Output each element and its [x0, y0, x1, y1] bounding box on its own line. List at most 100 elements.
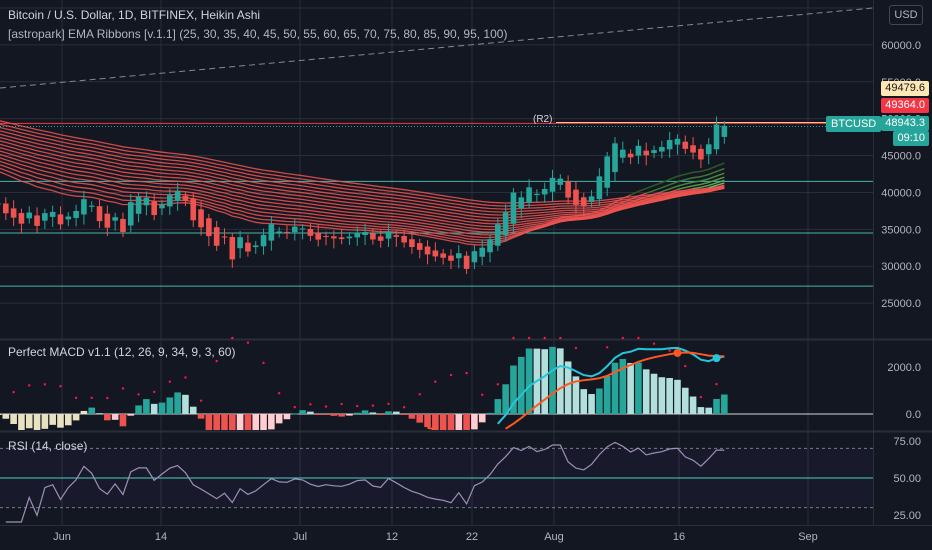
- pivot-r2-label: (R2): [533, 114, 553, 125]
- macd-histogram-bar: [338, 414, 345, 417]
- macd-dot: [527, 336, 531, 340]
- macd-dot: [309, 403, 312, 406]
- macd-dot: [559, 336, 562, 340]
- macd-dot: [137, 393, 140, 396]
- macd-histogram-bar: [213, 414, 220, 430]
- macd-histogram-bar: [463, 414, 470, 430]
- candle-body: [432, 250, 439, 257]
- candle-body: [370, 233, 376, 240]
- candle-body: [580, 197, 587, 207]
- macd-dot: [277, 391, 281, 395]
- candle-body: [377, 236, 384, 241]
- price-axis[interactable]: 60000.055000.050000.045000.040000.035000…: [881, 40, 921, 522]
- ema-line-bullish: [708, 182, 725, 189]
- price-tick-label: 25000.0: [881, 298, 921, 310]
- macd-histogram-bar: [260, 414, 267, 430]
- macd-dot: [90, 396, 93, 400]
- macd-histogram-bar: [150, 403, 158, 414]
- candle-body: [534, 193, 540, 196]
- candle-body: [354, 232, 361, 238]
- macd-histogram-bar: [697, 407, 705, 414]
- ema-line-bearish: [0, 130, 725, 213]
- candle-body: [495, 224, 501, 246]
- candle-body: [455, 253, 462, 259]
- macd-histogram-bar: [619, 359, 627, 414]
- macd-dot: [418, 393, 421, 396]
- candle-body: [643, 150, 650, 156]
- time-tick-label: 14: [155, 531, 167, 543]
- time-axis[interactable]: Jun 14 Jul 12 22 Aug 16 Sep: [53, 531, 818, 543]
- candle-body: [448, 255, 454, 261]
- macd-histogram-bar: [72, 414, 80, 421]
- candle-body: [565, 181, 571, 198]
- candle-body: [0, 203, 1, 205]
- macd-histogram-bar: [549, 346, 556, 414]
- candle-body: [291, 226, 298, 233]
- macd-dot: [12, 390, 15, 394]
- candle-body: [120, 218, 126, 232]
- candle-body: [463, 255, 470, 269]
- macd-histogram-bar: [49, 414, 56, 425]
- candle-body: [112, 217, 118, 221]
- candle-body: [682, 141, 689, 149]
- currency-button[interactable]: USD: [889, 5, 923, 25]
- macd-line: [497, 346, 725, 425]
- macd-histogram-bar: [111, 414, 119, 420]
- macd-histogram-bar: [80, 410, 88, 414]
- rsi-tick-label: 75.00: [893, 436, 921, 448]
- macd-dot: [465, 371, 468, 375]
- macd-histogram-bar: [557, 348, 564, 414]
- candle-body: [721, 125, 728, 137]
- price-tick-label: 45000.0: [881, 151, 921, 163]
- candle-body: [42, 213, 48, 221]
- candle-body: [346, 236, 353, 239]
- macd-histogram-bar: [0, 414, 2, 415]
- macd-histogram-bar: [252, 414, 260, 430]
- macd-histogram-bar: [127, 414, 135, 416]
- time-tick-label: 16: [673, 531, 685, 543]
- candle-body: [549, 177, 556, 192]
- ema-line-bearish: [0, 167, 725, 244]
- ema-line-bearish: [0, 126, 725, 210]
- candle-body: [268, 224, 275, 241]
- candle-body: [73, 210, 79, 218]
- candle-body: [34, 215, 40, 226]
- macd-dot: [74, 396, 78, 400]
- macd-dot: [199, 399, 203, 402]
- macd-histogram-bar: [10, 414, 17, 424]
- macd-histogram-bar: [135, 405, 142, 414]
- candle-body: [510, 192, 517, 224]
- macd-histogram-bar: [580, 389, 588, 414]
- macd-dot: [231, 336, 234, 340]
- macd-dot: [324, 405, 328, 408]
- candle-body: [573, 189, 579, 205]
- macd-dot: [106, 396, 109, 400]
- macd-histogram-bar: [721, 394, 728, 414]
- candle-body: [10, 208, 17, 218]
- macd-histogram-bar: [635, 362, 642, 414]
- macd-dot: [668, 349, 671, 352]
- macd-histogram-bar: [713, 398, 720, 414]
- candle-body: [690, 145, 696, 153]
- trend-line: [0, 7, 874, 89]
- candle-body: [65, 216, 72, 220]
- time-tick-label: Sep: [798, 531, 818, 543]
- candle-body: [596, 176, 603, 200]
- macd-histogram-bar: [588, 394, 595, 414]
- macd-dot: [28, 384, 31, 387]
- ema-line-bullish: [661, 172, 725, 193]
- candle-body: [518, 197, 525, 209]
- candle-body: [338, 237, 345, 240]
- macd-histogram-bar: [346, 414, 353, 416]
- candle-body: [26, 212, 33, 219]
- candle-body: [3, 203, 9, 214]
- candle-body: [127, 202, 134, 226]
- macd-dot: [387, 402, 390, 406]
- candle-body: [57, 214, 64, 225]
- signal-line: [427, 351, 725, 430]
- ema-line-bearish: [0, 162, 725, 246]
- candlesticks: [0, 116, 728, 275]
- price-tag-upper: 49479.6: [881, 81, 929, 96]
- candle-body: [635, 145, 642, 156]
